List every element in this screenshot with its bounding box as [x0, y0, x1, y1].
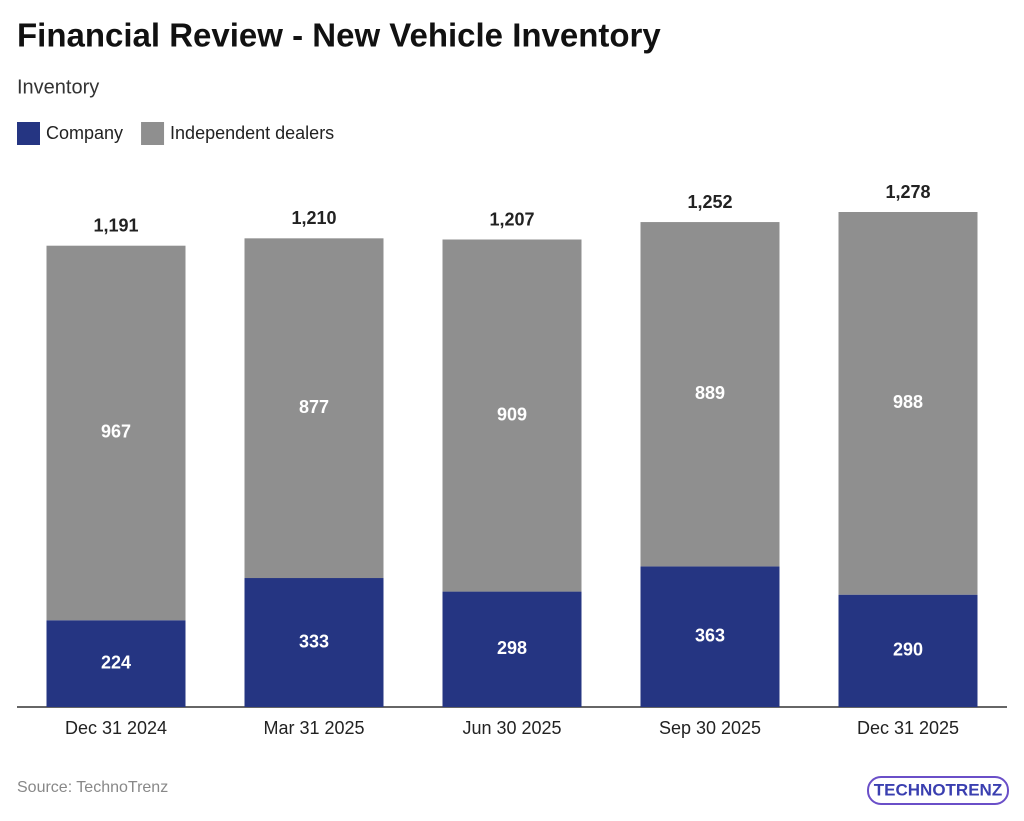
chart-subtitle: Inventory — [17, 76, 99, 98]
bar-segment — [640, 222, 780, 567]
data-label: 224 — [101, 652, 131, 672]
bar-segment — [442, 591, 582, 707]
data-label: 333 — [299, 631, 329, 651]
x-tick-label: Mar 31 2025 — [263, 718, 364, 738]
legend-swatch — [17, 122, 40, 145]
logo: TECHNOTRENZ — [874, 780, 1002, 799]
bar-segment — [838, 212, 978, 595]
data-label: 290 — [893, 640, 923, 660]
bar-segment — [46, 245, 186, 621]
total-label: 1,191 — [93, 215, 138, 235]
total-label: 1,252 — [687, 192, 732, 212]
data-label: 909 — [497, 404, 527, 424]
data-label: 967 — [101, 422, 131, 442]
total-label: 1,278 — [885, 182, 930, 202]
data-label: 877 — [299, 397, 329, 417]
legend-label: Company — [46, 123, 123, 143]
total-label: 1,210 — [291, 208, 336, 228]
x-tick-label: Dec 31 2024 — [65, 718, 167, 738]
x-tick-label: Jun 30 2025 — [462, 718, 561, 738]
bar-segment — [46, 620, 186, 707]
legend-label: Independent dealers — [170, 123, 334, 143]
bar-segment — [244, 238, 384, 579]
data-label: 889 — [695, 383, 725, 403]
legend-swatch — [141, 122, 165, 145]
x-tick-label: Sep 30 2025 — [659, 718, 761, 738]
bar-segment — [838, 594, 978, 707]
x-tick-label: Dec 31 2025 — [857, 718, 959, 738]
logo-frame — [867, 776, 1009, 805]
total-label: 1,207 — [489, 209, 534, 229]
bar-segment — [442, 239, 582, 592]
data-label: 988 — [893, 392, 923, 412]
data-label: 298 — [497, 638, 527, 658]
source: Source: TechnoTrenz — [17, 779, 168, 796]
chart-title: Financial Review - New Vehicle Inventory — [17, 17, 661, 54]
data-label: 363 — [695, 625, 725, 645]
bar-segment — [244, 578, 384, 707]
bar-segment — [640, 566, 780, 707]
